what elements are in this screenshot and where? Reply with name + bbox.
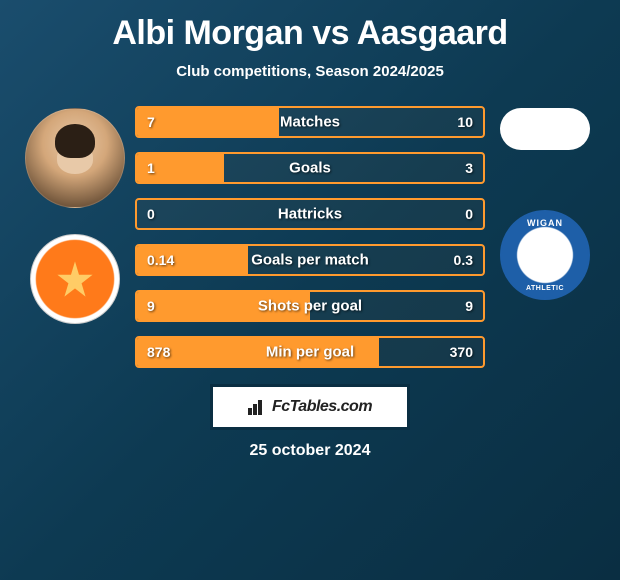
- club-badge-left: [30, 234, 120, 324]
- player-left-avatar: [25, 108, 125, 208]
- club-badge-right: [500, 210, 590, 300]
- date-label: 25 october 2024: [250, 442, 371, 460]
- stat-value-right: 0: [465, 206, 473, 222]
- stat-row: 0.14Goals per match0.3: [135, 244, 485, 276]
- brand-badge: FcTables.com: [210, 384, 410, 430]
- left-column: [15, 98, 135, 324]
- comparison-card: Albi Morgan vs Aasgaard Club competition…: [0, 0, 620, 470]
- stat-value-right: 3: [465, 160, 473, 176]
- player-right-avatar: [500, 108, 590, 150]
- stats-bars: 7Matches10 1Goals3 0Hattricks0 0.14Goals pe…: [135, 98, 485, 368]
- right-column: [485, 98, 605, 300]
- stat-label: Goals: [137, 160, 483, 177]
- brand-text: FcTables.com: [272, 398, 372, 416]
- stat-row: 0Hattricks0: [135, 198, 485, 230]
- stat-value-right: 0.3: [454, 252, 473, 268]
- stat-label: Shots per goal: [137, 298, 483, 315]
- stat-row: 1Goals3: [135, 152, 485, 184]
- bar-chart-icon: [248, 399, 266, 415]
- stat-label: Hattricks: [137, 206, 483, 223]
- stat-label: Goals per match: [137, 252, 483, 269]
- stat-row: 7Matches10: [135, 106, 485, 138]
- stat-value-right: 9: [465, 298, 473, 314]
- stat-value-right: 370: [450, 344, 473, 360]
- stat-label: Matches: [137, 114, 483, 131]
- stat-row: 878Min per goal370: [135, 336, 485, 368]
- stat-value-right: 10: [457, 114, 473, 130]
- stat-label: Min per goal: [137, 344, 483, 361]
- page-title: Albi Morgan vs Aasgaard: [112, 14, 507, 53]
- stat-row: 9Shots per goal9: [135, 290, 485, 322]
- subtitle: Club competitions, Season 2024/2025: [176, 63, 444, 80]
- main-area: 7Matches10 1Goals3 0Hattricks0 0.14Goals pe…: [0, 98, 620, 368]
